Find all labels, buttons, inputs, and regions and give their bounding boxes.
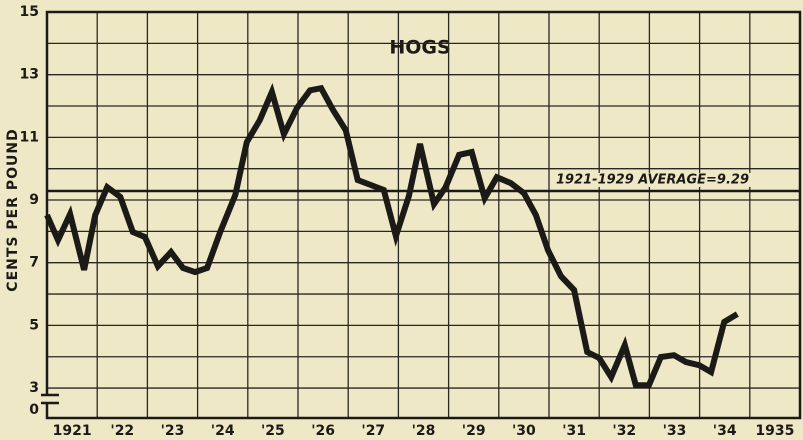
x-tick-label: '34 <box>713 423 737 439</box>
plot-frame <box>45 10 802 420</box>
reference-label-bg <box>550 172 790 187</box>
y-tick-label: 13 <box>20 67 39 83</box>
chart-title: HOGS <box>389 37 450 59</box>
x-tick-label: '29 <box>462 423 486 439</box>
x-tick-label: '27 <box>361 423 385 439</box>
x-tick-label: '23 <box>161 423 185 439</box>
y-tick-label: 3 <box>29 380 39 396</box>
x-tick-label: 1921 <box>53 423 92 439</box>
x-tick-label: '25 <box>261 423 285 439</box>
axis-break-gap <box>43 396 51 402</box>
x-tick-label: '32 <box>612 423 636 439</box>
x-tick-label: '26 <box>311 423 335 439</box>
y-tick-label: 15 <box>20 4 39 20</box>
y-tick-label: 9 <box>29 192 39 208</box>
x-tick-label: '31 <box>562 423 586 439</box>
y-tick-label: 0 <box>29 402 39 418</box>
y-tick-label: 11 <box>20 129 39 145</box>
x-tick-label: '24 <box>211 423 235 439</box>
y-tick-label: 5 <box>29 317 39 333</box>
reference-label: 1921-1929 AVERAGE=9.29 <box>556 172 749 187</box>
y-axis-label: CENTS PER POUND <box>5 128 21 291</box>
x-tick-label: '30 <box>512 423 536 439</box>
x-tick-label: '22 <box>110 423 134 439</box>
axis-break <box>41 393 59 405</box>
x-tick-label: 1935 <box>755 423 794 439</box>
x-tick-label: '33 <box>663 423 687 439</box>
x-tick-label: '28 <box>412 423 436 439</box>
price-line <box>44 82 739 389</box>
y-tick-label: 7 <box>29 255 39 271</box>
